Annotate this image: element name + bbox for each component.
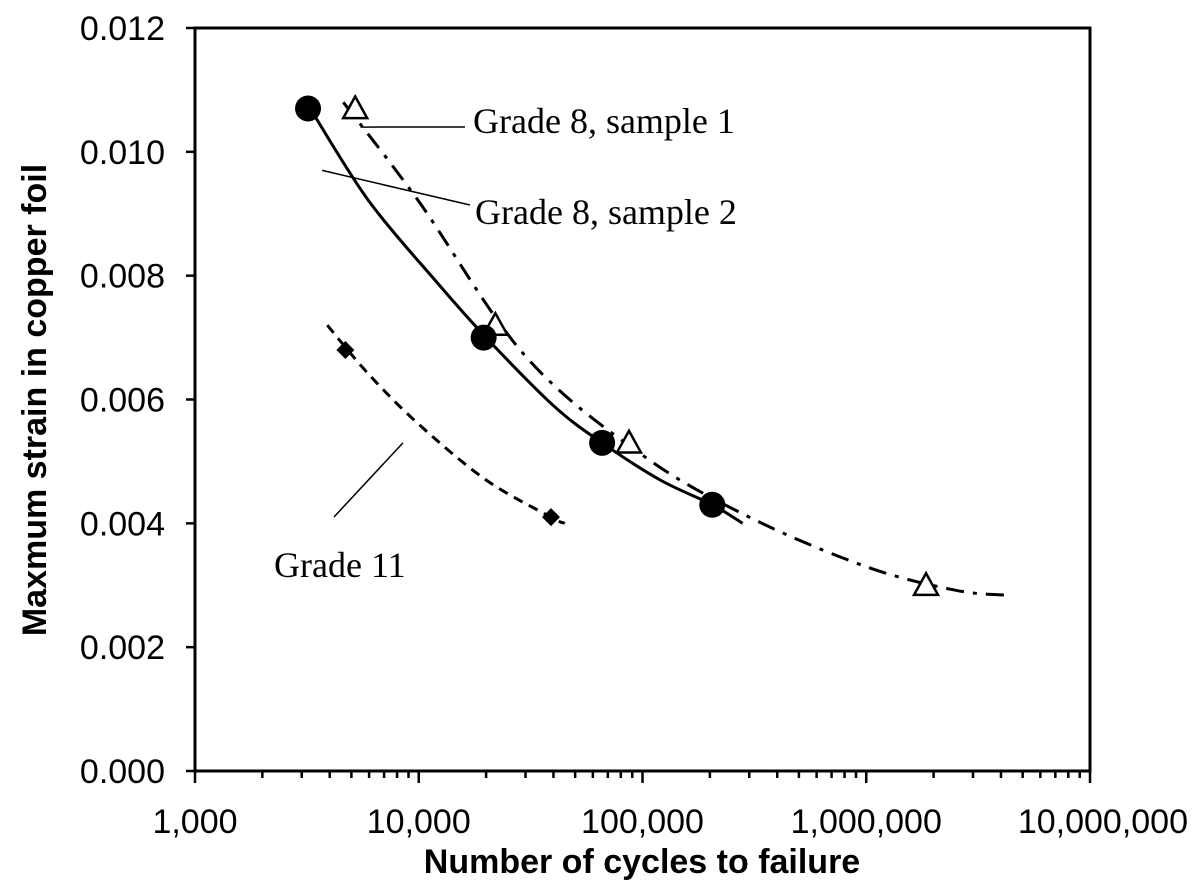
trendline [342,101,1006,597]
data-point-circle [589,429,616,456]
y-tick-label: 0.000 [80,753,165,791]
y-tick-label: 0.004 [80,505,165,543]
x-tick-label: 100,000 [581,803,704,841]
x-tick-marks [193,771,1092,783]
y-tick-labels: 0.000 0.002 0.004 0.006 0.008 0.010 0.012 [80,10,165,791]
y-tick-label: 0.008 [80,258,165,296]
data-point-triangle [341,93,370,120]
annotation-leader-line [333,442,404,518]
plot-area [193,26,1092,773]
annotation-label: Grade 8, sample 1 [473,101,735,141]
x-tick-labels: 1,000 10,000 100,000 1,000,000 10,000,000 [152,803,1188,841]
annotation-label: Grade 11 [274,545,406,585]
y-tick-label: 0.010 [80,134,165,172]
annotation-label: Grade 8, sample 2 [475,192,737,232]
trendline [312,113,744,525]
data-point-triangle [911,570,941,597]
y-tick-marks [186,26,195,773]
x-tick-label: 1,000 [152,803,237,841]
y-tick-label: 0.002 [80,629,165,667]
y-tick-label: 0.012 [80,10,165,48]
annotations: Grade 8, sample 1 Grade 8, sample 2 Grade … [274,101,737,585]
data-point-circle [295,95,322,122]
data-point-triangle [614,428,644,454]
x-tick-label: 10,000 [367,803,471,841]
x-axis-title: Number of cycles to failure [424,843,860,881]
data-point-diamond [336,340,355,359]
data-point-diamond [542,508,561,527]
x-tick-label: 10,000,000 [1018,803,1188,841]
data-markers [295,93,941,597]
y-tick-label: 0.006 [80,382,165,420]
data-point-circle [470,324,497,351]
x-tick-label: 1,000,000 [791,803,942,841]
data-point-circle [699,491,726,518]
annotation-leader-line [321,169,471,206]
y-axis-title: Maxmum strain in copper foil [16,164,54,636]
